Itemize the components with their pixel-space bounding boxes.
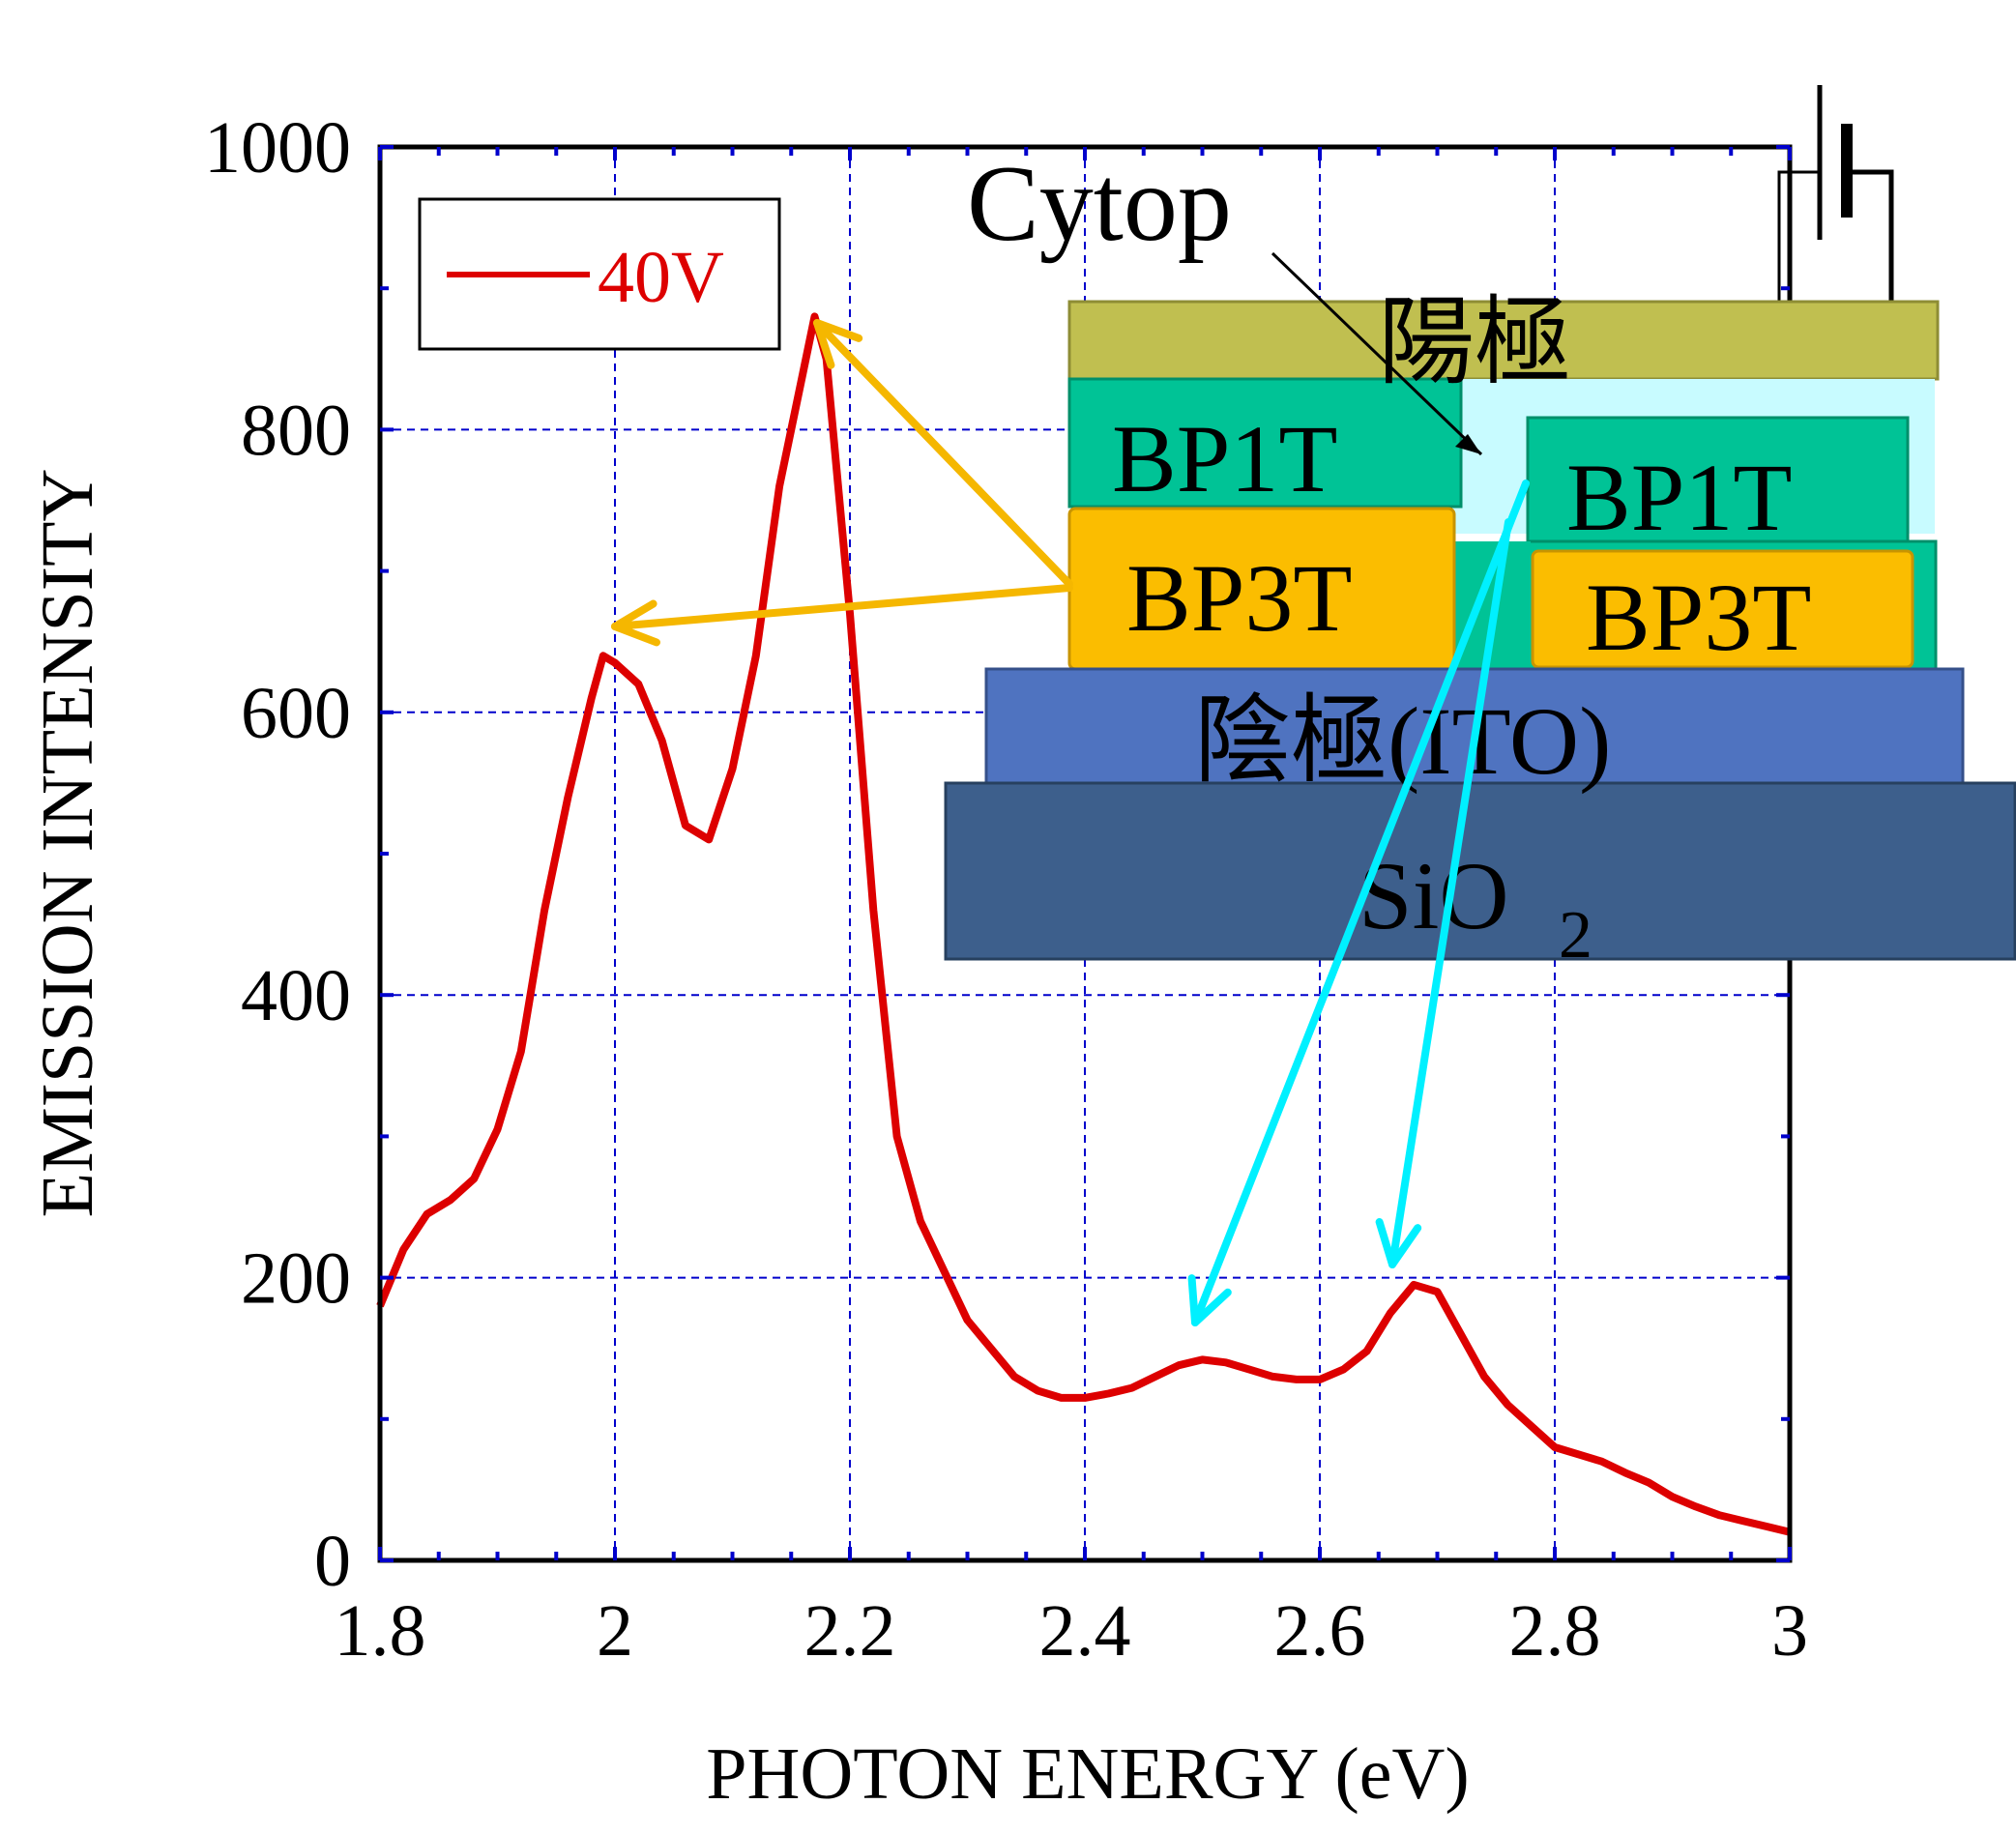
bp1t-layer-left: [1067, 377, 1463, 509]
x-axis-title: PHOTON ENERGY (eV): [706, 1733, 1469, 1815]
bp1t-layer-right: [1526, 416, 1910, 543]
x-tick-label: 2.2: [804, 1590, 896, 1672]
cathode-label: 陰極(ITO): [1194, 687, 1611, 795]
x-tick-label: 1.8: [335, 1590, 426, 1672]
arrow-bp3t-to-peak-2-17-head: [813, 319, 863, 369]
bp3t-label-left: BP3T: [1126, 544, 1352, 652]
y-tick-labels: 0 200 400 600 800 1000: [204, 107, 351, 1602]
y-tick-label: 200: [241, 1238, 351, 1320]
x-tick-label: 2.4: [1039, 1590, 1131, 1672]
y-tick-label: 600: [241, 673, 351, 754]
x-tick-label: 2: [597, 1590, 633, 1672]
arrow-bp1t-to-peak-2-5-head: [1187, 1274, 1232, 1326]
cytop-pointer-head: [1455, 434, 1481, 454]
arrow-bp3t-to-peak-2-17: [813, 319, 1073, 588]
bp1t-label-right: BP1T: [1566, 444, 1792, 551]
y-tick-label: 800: [241, 390, 351, 471]
series-line-40v: [376, 312, 1791, 1536]
minor-ticks: [378, 145, 1792, 1562]
legend: 40V: [418, 197, 781, 351]
y-tick-label: 400: [241, 955, 351, 1036]
substrate-label: SiO: [1359, 842, 1509, 949]
substrate-subscript: 2: [1559, 898, 1592, 973]
bp3t-label-right: BP3T: [1586, 564, 1811, 671]
x-tick-label: 2.6: [1274, 1590, 1366, 1672]
bp1t-label-left: BP1T: [1112, 405, 1337, 512]
arrow-bp1t-to-peak-2-68: [1388, 518, 1512, 1268]
x-tick-labels: 1.8 2 2.2 2.4 2.6 2.8 3: [335, 1590, 1809, 1672]
annotation-arrows: [611, 319, 1530, 1326]
anode-label: 陽極: [1378, 289, 1571, 396]
y-tick-label: 0: [314, 1521, 351, 1602]
x-tick-label: 2.8: [1509, 1590, 1601, 1672]
y-tick-label: 1000: [204, 107, 351, 189]
anode-layer: [1067, 300, 1940, 381]
device-structure-inset: Cytop 陽極 BP1T BP1T BP3T BP3T 陰極(ITO) SiO…: [944, 85, 2016, 973]
arrow-bp3t-to-peak-2-0-head: [611, 599, 660, 647]
y-axis-title: EMISSION INTENSITY: [27, 469, 108, 1218]
arrow-bp3t-to-peak-2-0: [611, 584, 1073, 630]
arrow-bp1t-to-peak-2-5: [1191, 480, 1530, 1326]
cytop-pointer-line: [1271, 251, 1483, 456]
x-tick-label: 3: [1771, 1590, 1808, 1672]
cytop-label: Cytop: [967, 144, 1232, 264]
legend-label-40v: 40V: [598, 237, 724, 318]
bp3t-layer-right: [1531, 549, 1914, 669]
arrow-bp1t-to-peak-2-68-head: [1375, 1217, 1422, 1268]
substrate-layer: [944, 781, 2016, 961]
